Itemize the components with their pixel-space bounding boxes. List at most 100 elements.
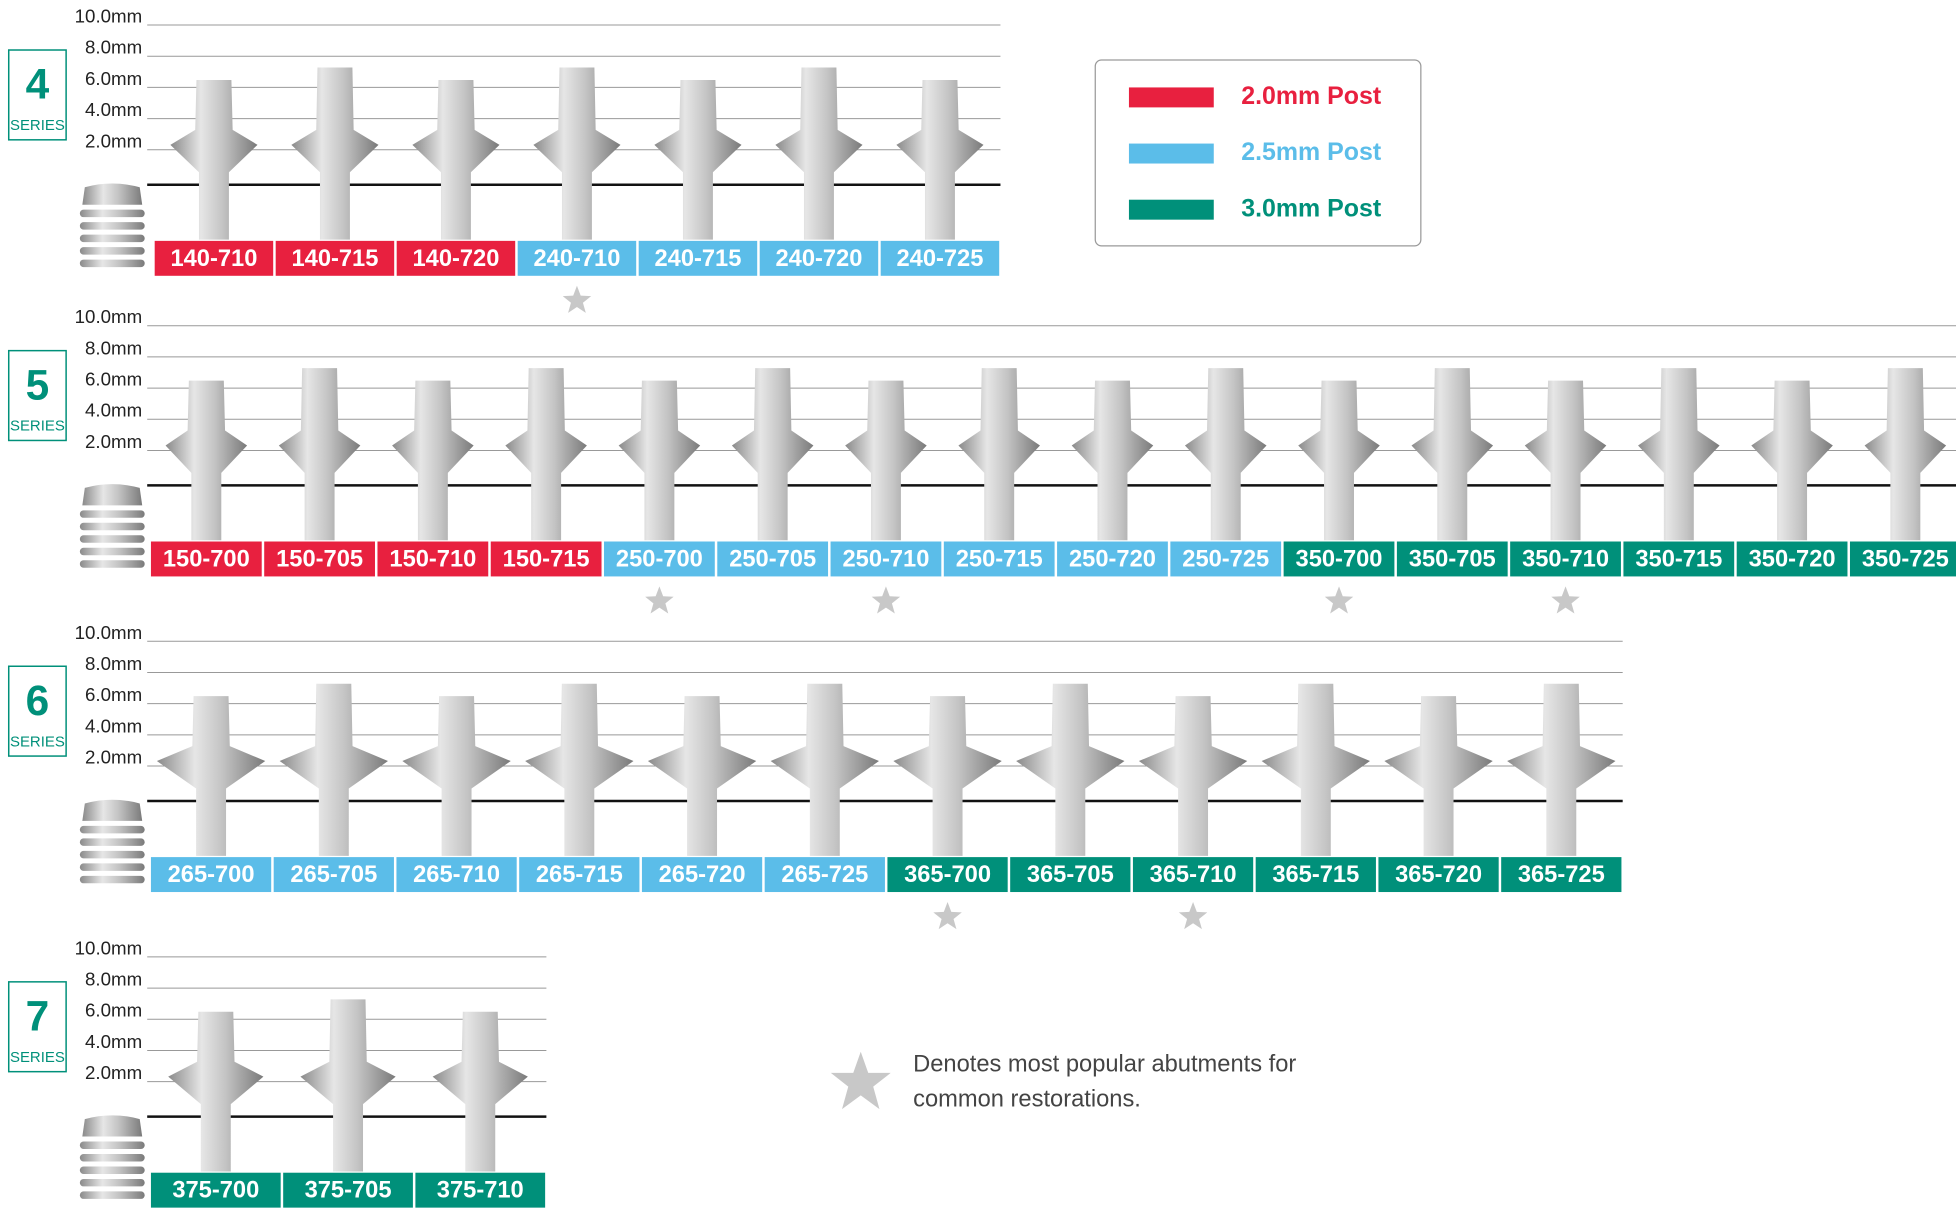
scale-label: 8.0mm <box>85 337 142 358</box>
legend-label: 2.0mm Post <box>1241 82 1381 110</box>
code-label: 150-705 <box>276 546 363 572</box>
code-label: 140-715 <box>291 246 378 272</box>
code-label: 365-720 <box>1395 862 1482 888</box>
series-label: SERIES <box>10 418 65 435</box>
code-label: 265-710 <box>413 862 500 888</box>
abutment <box>1139 696 1247 856</box>
implant-thread <box>80 851 145 858</box>
implant-thread <box>80 1142 145 1149</box>
abutment <box>1262 684 1370 856</box>
code-label: 250-720 <box>1069 546 1156 572</box>
implant-thread <box>80 876 145 883</box>
abutment <box>845 381 927 541</box>
scale-label: 2.0mm <box>85 130 142 151</box>
abutment <box>1298 381 1380 541</box>
abutment <box>1412 368 1494 540</box>
scale-label: 4.0mm <box>85 715 142 736</box>
popular-star <box>933 902 961 929</box>
code-label: 265-720 <box>659 862 746 888</box>
code-label: 250-705 <box>729 546 816 572</box>
abutment <box>533 67 620 239</box>
code-label: 365-725 <box>1518 862 1605 888</box>
popular-star <box>563 286 591 313</box>
code-label: 350-710 <box>1522 546 1609 572</box>
code-label: 250-725 <box>1182 546 1269 572</box>
abutment <box>1016 684 1124 856</box>
code-label: 365-710 <box>1150 862 1237 888</box>
implant-thread <box>80 222 145 229</box>
scale-label: 6.0mm <box>85 684 142 705</box>
abutment <box>771 684 879 856</box>
code-label: 240-725 <box>896 246 983 272</box>
legend-swatch <box>1129 87 1214 107</box>
abutment <box>1751 381 1833 541</box>
implant-thread <box>80 535 145 542</box>
code-label: 150-715 <box>503 546 590 572</box>
abutment <box>392 381 474 541</box>
code-label: 375-700 <box>172 1178 259 1204</box>
implant-thread <box>80 235 145 242</box>
scale-label: 4.0mm <box>85 400 142 421</box>
implant-thread <box>80 260 145 267</box>
page: Denotes most popular abutments for commo… <box>0 0 1956 1209</box>
abutment <box>619 381 701 541</box>
series-number: 5 <box>26 361 50 408</box>
code-label: 365-700 <box>904 862 991 888</box>
abutment <box>1072 381 1154 541</box>
popular-star <box>1551 586 1579 613</box>
implant-thread <box>80 1154 145 1161</box>
code-label: 375-710 <box>437 1178 524 1204</box>
abutment <box>1865 368 1947 540</box>
implant-thread <box>80 838 145 845</box>
implant-thread <box>80 560 145 567</box>
code-label: 350-720 <box>1749 546 1836 572</box>
popular-star <box>872 586 900 613</box>
note-line: common restorations. <box>913 1087 1141 1113</box>
series-label: SERIES <box>10 117 65 134</box>
abutment <box>654 80 741 240</box>
abutment <box>402 696 510 856</box>
code-label: 150-700 <box>163 546 250 572</box>
implant-thread <box>80 826 145 833</box>
abutment <box>1507 684 1615 856</box>
implant-thread <box>80 1179 145 1186</box>
code-label: 250-710 <box>842 546 929 572</box>
abutment <box>291 67 378 239</box>
code-label: 150-710 <box>389 546 476 572</box>
scale-label: 6.0mm <box>85 369 142 390</box>
abutment <box>505 368 587 540</box>
scale-label: 2.0mm <box>85 746 142 767</box>
series-number: 7 <box>26 992 50 1039</box>
legend-swatch <box>1129 200 1214 220</box>
scale-label: 2.0mm <box>85 1062 142 1083</box>
series-label: SERIES <box>10 733 65 750</box>
abutment <box>412 80 499 240</box>
popular-star <box>645 586 673 613</box>
star-icon <box>831 1052 891 1109</box>
implant-icon <box>82 1115 142 1136</box>
abutment <box>732 368 814 540</box>
abutment <box>1384 696 1492 856</box>
implant-icon <box>82 800 142 821</box>
code-label: 350-715 <box>1635 546 1722 572</box>
abutment <box>896 80 983 240</box>
abutment <box>300 999 395 1171</box>
implant-thread <box>80 548 145 555</box>
implant-thread <box>80 210 145 217</box>
code-label: 350-705 <box>1409 546 1496 572</box>
code-label: 250-715 <box>956 546 1043 572</box>
implant-thread <box>80 1191 145 1198</box>
scale-label: 10.0mm <box>75 6 143 27</box>
abutment <box>168 1012 263 1172</box>
legend-label: 2.5mm Post <box>1241 138 1381 166</box>
series-number: 6 <box>26 677 50 724</box>
scale-label: 10.0mm <box>75 622 143 643</box>
scale-label: 8.0mm <box>85 37 142 58</box>
abutment <box>525 684 633 856</box>
abutment <box>893 696 1001 856</box>
abutment <box>1525 381 1607 541</box>
code-label: 350-725 <box>1862 546 1949 572</box>
abutment <box>280 684 388 856</box>
scale-label: 10.0mm <box>75 937 143 958</box>
code-label: 240-710 <box>533 246 620 272</box>
